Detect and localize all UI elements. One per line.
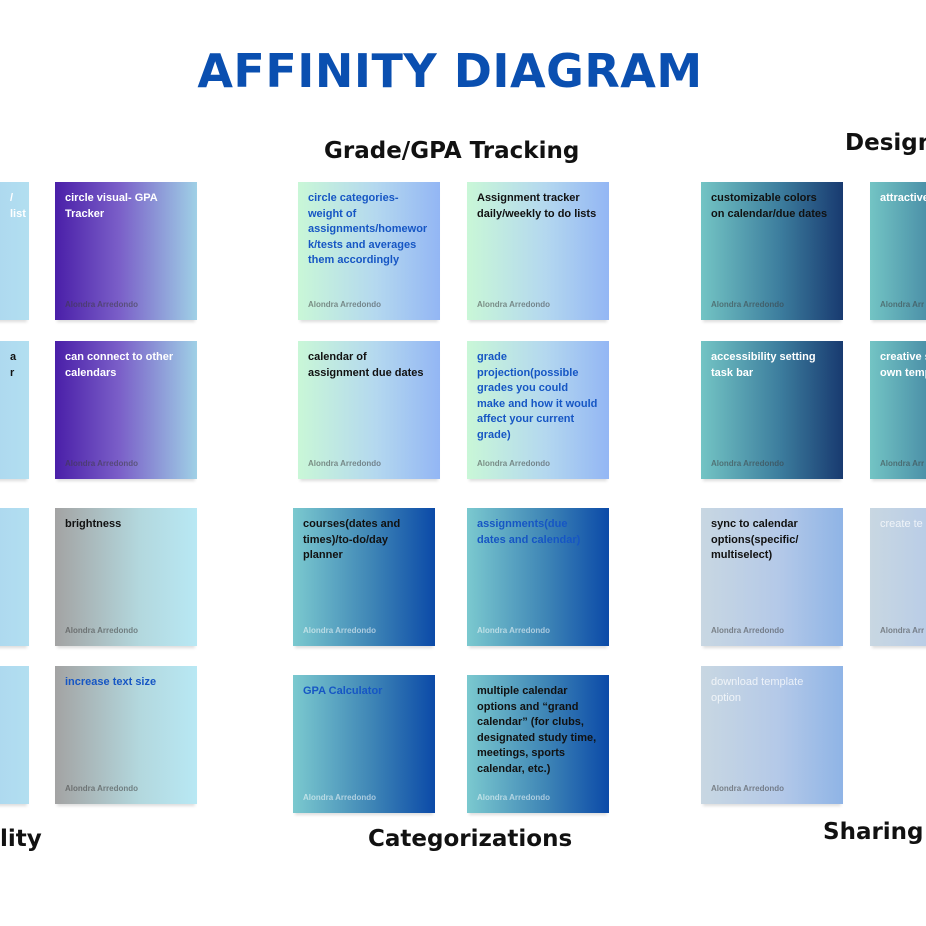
note-author: Alondra Arredondo [477,626,551,635]
note-text: circle visual- GPA Tracker [65,192,158,220]
sticky-note[interactable] [0,666,29,804]
note-author: Alondra Arredondo [477,459,551,468]
group-label-sharing: Sharing [823,819,924,845]
note-author: Alondra Arredondo [65,459,139,468]
sticky-note[interactable]: increase text size Alondra Arredondo [55,666,197,804]
note-author: Alondra Arr [880,300,925,309]
sticky-note[interactable]: sync to calendar options(specific/ multi… [701,508,843,646]
group-label-design: Design [845,130,926,156]
note-text: / list [10,192,26,220]
sticky-note[interactable]: attractive selection Alondra Arr [870,182,926,320]
note-author: Alondra Arredondo [303,626,377,635]
sticky-note[interactable]: download template option Alondra Arredon… [701,666,843,804]
sticky-note[interactable]: GPA Calculator Alondra Arredondo [293,675,435,813]
note-text: grade projection(possible grades you cou… [477,351,598,441]
sticky-note[interactable]: / list [0,182,29,320]
note-text: can connect to other calendars [65,351,174,379]
note-text: attractive selection [880,192,926,204]
diagram-title: AFFINITY DIAGRAM [197,44,703,98]
note-author: Alondra Arredondo [711,784,785,793]
note-author: Alondra Arredondo [65,300,139,309]
sticky-note[interactable]: circle visual- GPA Tracker Alondra Arred… [55,182,197,320]
sticky-note[interactable]: calendar of assignment due dates Alondra… [298,341,440,479]
note-text: customizable colors on calendar/due date… [711,192,828,220]
note-author: Alondra Arredondo [477,300,551,309]
note-text: creative s can draw own temp [880,351,926,379]
sticky-note[interactable]: assignments(due dates and calendar) Alon… [467,508,609,646]
note-author: Alondra Arr [880,459,925,468]
note-text: assignments(due dates and calendar) [477,518,581,546]
sticky-note[interactable]: accessibility setting task bar Alondra A… [701,341,843,479]
sticky-note[interactable]: can connect to other calendars Alondra A… [55,341,197,479]
note-text: ar [10,351,17,379]
sticky-note[interactable]: Assignment tracker daily/weekly to do li… [467,182,609,320]
note-text: increase text size [65,676,157,688]
sticky-note[interactable]: circle categories- weight of assignments… [298,182,440,320]
note-text: GPA Calculator [303,685,383,697]
group-label-grade-gpa-tracking: Grade/GPA Tracking [324,138,580,164]
sticky-note[interactable]: ar [0,341,29,479]
sticky-note[interactable]: grade projection(possible grades you cou… [467,341,609,479]
group-label-categorizations: Categorizations [368,826,573,852]
note-author: Alondra Arredondo [308,300,382,309]
sticky-note[interactable]: customizable colors on calendar/due date… [701,182,843,320]
note-text: circle categories- weight of assignments… [308,192,428,266]
sticky-note[interactable]: multiple calendar options and “grand cal… [467,675,609,813]
note-text: download template option [711,676,804,704]
note-author: Alondra Arr [880,626,925,635]
note-text: Assignment tracker daily/weekly to do li… [477,192,597,220]
note-text: brightness [65,518,122,530]
note-author: Alondra Arredondo [711,459,785,468]
note-text: multiple calendar options and “grand cal… [477,685,597,775]
note-text: calendar of assignment due dates [308,351,424,379]
sticky-note[interactable]: courses(dates and times)/to-do/day plann… [293,508,435,646]
sticky-note[interactable]: creative s can draw own temp Alondra Arr [870,341,926,479]
sticky-note[interactable] [0,508,29,646]
note-text: create te options/ public [880,518,926,530]
note-author: Alondra Arredondo [477,793,551,802]
note-text: courses(dates and times)/to-do/day plann… [303,518,401,561]
sticky-note[interactable]: brightness Alondra Arredondo [55,508,197,646]
note-text: accessibility setting task bar [711,351,816,379]
note-author: Alondra Arredondo [303,793,377,802]
note-author: Alondra Arredondo [711,300,785,309]
note-text: sync to calendar options(specific/ multi… [711,518,799,561]
note-author: Alondra Arredondo [308,459,382,468]
note-author: Alondra Arredondo [711,626,785,635]
group-label-accessibility: lity [0,826,42,852]
note-author: Alondra Arredondo [65,626,139,635]
note-author: Alondra Arredondo [65,784,139,793]
sticky-note[interactable]: create te options/ public Alondra Arr [870,508,926,646]
